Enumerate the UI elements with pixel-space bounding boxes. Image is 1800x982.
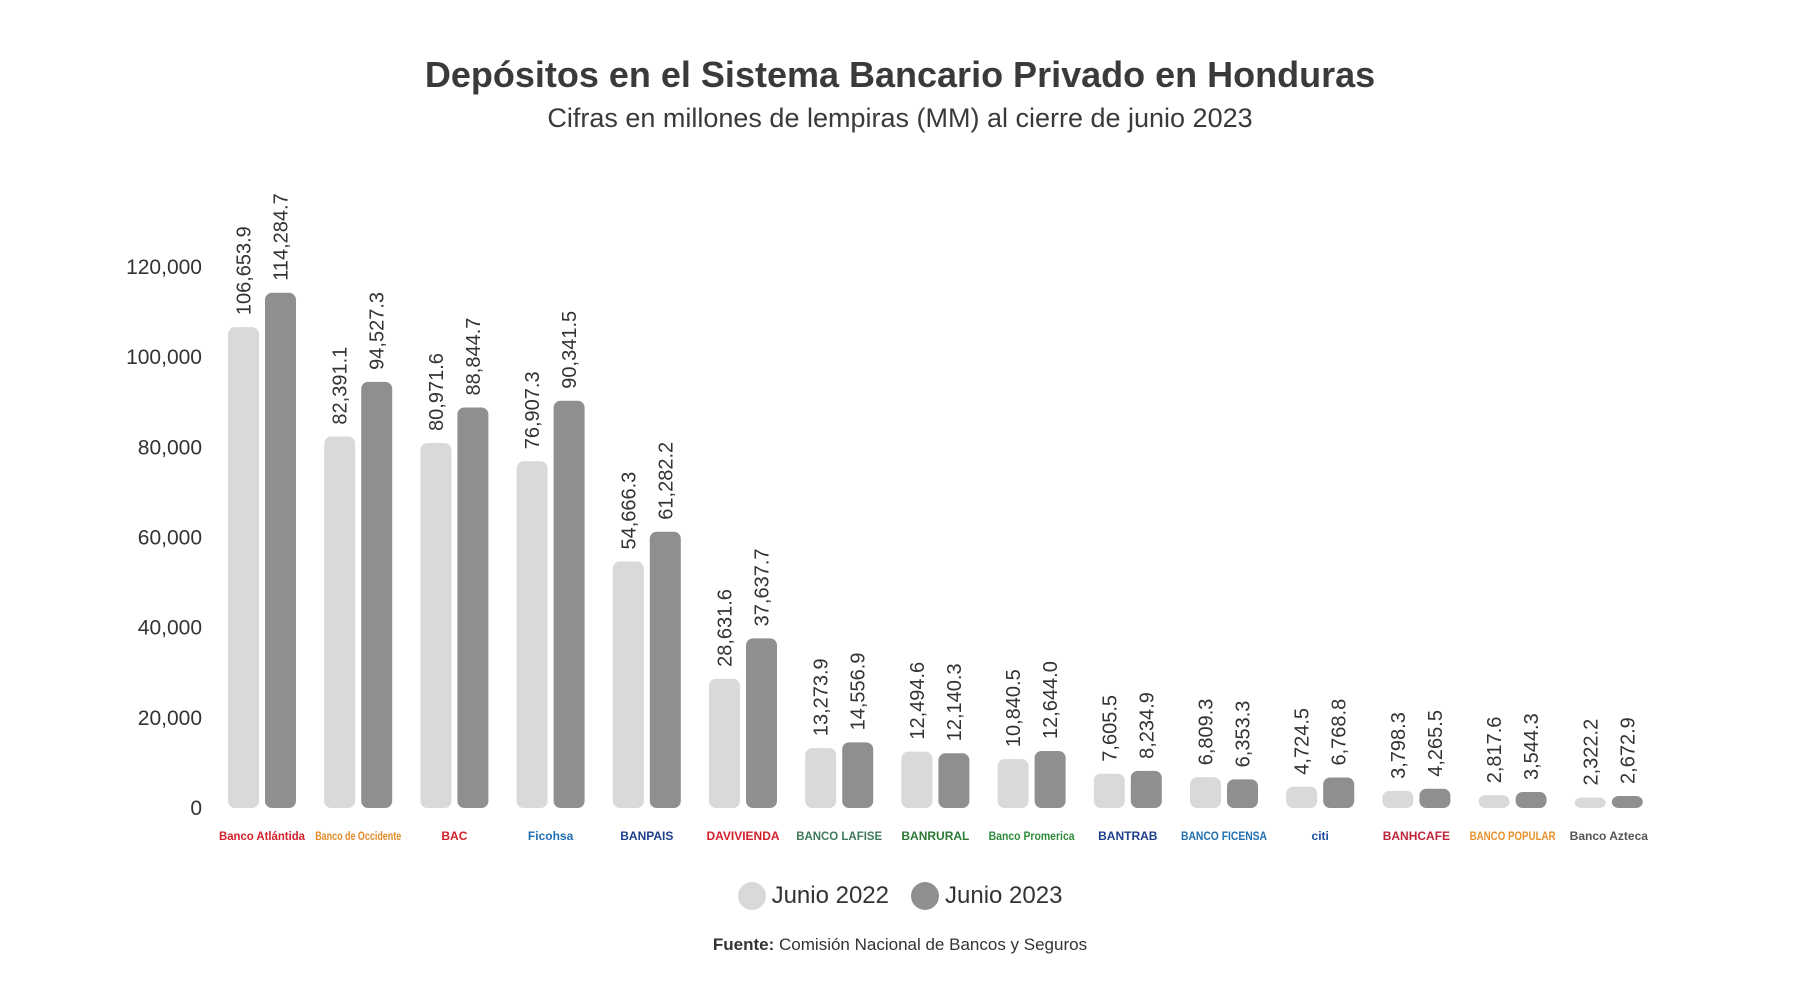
legend-label-2022: Junio 2022 [771,882,889,909]
bar-2022[interactable] [228,327,259,808]
legend-item-2023[interactable]: Junio 2023 [911,882,1062,910]
data-label: 12,140.3 [944,663,966,741]
data-label: 6,353.3 [1233,701,1255,768]
bar-2023[interactable] [1227,779,1258,808]
bar-2022[interactable] [1574,797,1606,808]
legend-swatch-2022 [737,882,766,910]
bar-2022[interactable] [1382,790,1414,808]
bank-logo-label: BANHCAFE [1383,829,1450,843]
data-label: 80,971.6 [426,353,448,431]
bank-logo-label: Banco Azteca [1570,829,1649,843]
data-label: 7,605.5 [1099,695,1121,762]
bar-2023[interactable] [746,638,777,808]
bar-2023[interactable] [1515,792,1547,808]
bar-2022[interactable] [1190,777,1221,808]
chart-subtitle: Cifras en millones de lempiras (MM) al c… [547,103,1253,133]
bar-2022[interactable] [709,678,740,808]
y-tick-label: 120,000 [126,256,202,279]
bar-2023[interactable] [457,407,489,808]
bank-logo-label: BANPAIS [620,829,673,843]
bar-2023[interactable] [1034,750,1066,808]
bars [228,292,1643,808]
chart-title: Depósitos en el Sistema Bancario Privado… [424,54,1376,95]
data-label: 12,494.6 [907,662,929,740]
y-tick-label: 100,000 [126,346,202,369]
y-tick-label: 0 [190,797,202,820]
data-label: 2,322.2 [1580,719,1602,786]
y-tick-label: 40,000 [138,617,202,640]
bar-2022[interactable] [805,748,837,808]
bank-logo-label: BAC [441,829,467,843]
data-label: 61,282.2 [655,442,677,520]
bar-2023[interactable] [1323,777,1355,808]
data-label: 4,724.5 [1292,708,1314,775]
y-axis: 0 20,000 40,000 60,000 80,000 100,000 120,000 [126,256,202,820]
data-label: 94,527.3 [367,292,389,370]
bank-logo-label: Banco de Occidente [315,829,401,843]
bar-2023[interactable] [842,742,874,808]
bank-logo-label: BANCO FICENSA [1181,829,1267,843]
bank-logo-label: BANRURAL [901,829,969,843]
bar-2022[interactable] [516,461,548,808]
data-label: 88,844.7 [463,318,485,396]
bar-2022[interactable] [901,751,933,808]
data-label: 3,798.3 [1388,712,1410,779]
bar-2023[interactable] [361,381,393,808]
value-labels: 106,653.9 114,284.7 82,391.1 94,527.3 80,971… [234,193,1640,785]
bar-chart: 020,00040,00060,00080,000100,000120,000 … [126,193,1648,843]
data-label: 3,544.3 [1521,713,1543,780]
bank-logo-label: citi [1312,829,1329,843]
legend: Junio 2022 Junio 2023 [0,882,1800,910]
data-label: 28,631.6 [715,589,737,667]
bank-logo-label: Banco Promerica [989,829,1075,843]
bank-logo-label: Ficohsa [528,829,574,843]
data-label: 114,284.7 [271,193,293,281]
data-label: 13,273.9 [811,658,833,736]
bar-2023[interactable] [265,292,296,808]
bank-logo-label: BANCO POPULAR [1470,829,1556,843]
source-note: Fuente: Comisión Nacional de Bancos y Se… [0,935,1800,955]
bar-2023[interactable] [938,753,970,808]
data-label: 2,817.6 [1484,717,1506,784]
bank-labels: Banco Atlántida Banco de Occidente BAC Fico… [219,829,1648,843]
bar-2022[interactable] [420,442,452,808]
data-label: 14,556.9 [848,653,870,731]
data-label: 10,840.5 [1003,669,1025,747]
legend-label-2023: Junio 2023 [945,882,1063,909]
data-label: 90,341.5 [559,311,581,389]
bar-2022[interactable] [1478,795,1510,808]
bar-2022[interactable] [997,759,1029,808]
bank-logo-label: Banco Atlántida [219,829,305,843]
bar-2023[interactable] [1419,788,1451,808]
source-label: Fuente: [712,935,775,954]
data-label: 76,907.3 [522,371,544,449]
data-label: 37,637.7 [752,548,774,626]
legend-swatch-2023 [911,882,939,910]
bar-2023[interactable] [1130,770,1162,808]
bar-2022[interactable] [324,436,356,808]
y-tick-label: 20,000 [138,707,202,730]
data-label: 6,768.8 [1329,699,1351,766]
y-tick-label: 60,000 [138,527,202,550]
bank-logo-label: BANTRAB [1098,829,1158,843]
bar-2023[interactable] [649,531,681,808]
data-label: 12,644.0 [1040,661,1062,739]
bar-2023[interactable] [553,400,585,808]
data-label: 6,809.3 [1196,699,1218,766]
data-label: 106,653.9 [234,226,256,315]
bank-logo-label: BANCO LAFISE [796,829,882,843]
legend-item-2022[interactable]: Junio 2022 [737,882,889,910]
bank-logo-label: DAVIVIENDA [706,829,779,843]
data-label: 8,234.9 [1136,692,1158,759]
data-label: 2,672.9 [1617,717,1639,784]
data-label: 82,391.1 [330,347,352,425]
y-tick-label: 80,000 [138,436,202,459]
bar-2023[interactable] [1611,795,1643,808]
bar-2022[interactable] [1093,773,1125,808]
data-label: 54,666.3 [618,472,640,550]
source-text: Comisión Nacional de Bancos y Seguros [779,935,1088,954]
bar-2022[interactable] [612,561,644,808]
data-label: 4,265.5 [1425,710,1447,777]
bar-2022[interactable] [1286,786,1318,808]
